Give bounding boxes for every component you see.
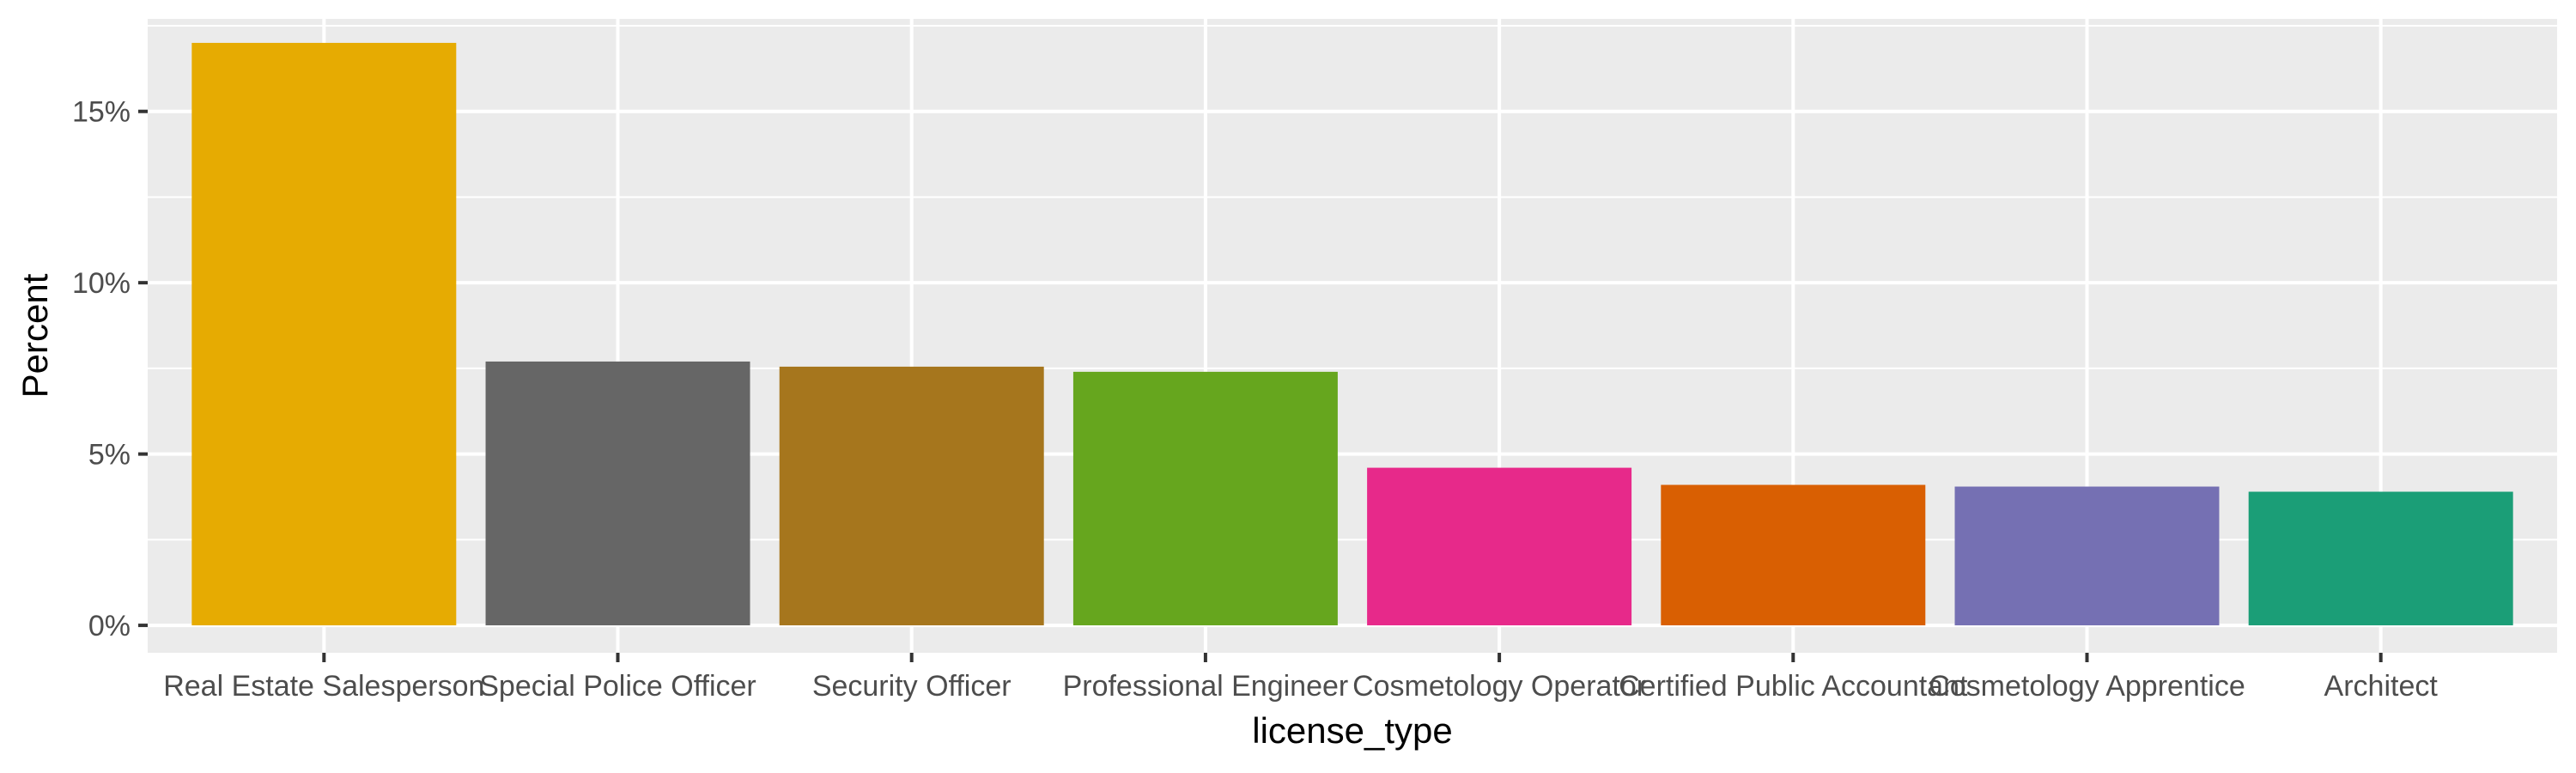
bar-5 [1367, 467, 1632, 626]
bars [191, 42, 2513, 626]
bar-3 [779, 366, 1044, 626]
x-tick-label: Real Estate Salesperson [163, 670, 484, 703]
x-tick-label: Cosmetology Operator [1352, 670, 1646, 703]
x-tick-label: Cosmetology Apprentice [1929, 670, 2245, 703]
y-tick-label: 0% [88, 610, 131, 642]
x-axis-title: license_type [1252, 710, 1452, 751]
x-tick-label: Architect [2324, 670, 2439, 703]
bar-8 [2248, 491, 2513, 626]
x-tick-label: Certified Public Accountant [1619, 670, 1968, 703]
y-axis: 0% 5% 10% 15% [72, 96, 148, 642]
y-tick-label: 5% [88, 439, 131, 472]
y-tick-label: 15% [72, 96, 131, 129]
bar-6 [1661, 484, 1926, 626]
bar-4 [1072, 371, 1338, 626]
bar-1 [191, 42, 457, 626]
y-axis-title: Percent [15, 273, 55, 398]
bar-7 [1954, 486, 2220, 626]
x-tick-label: Professional Engineer [1063, 670, 1349, 703]
bar-2 [485, 361, 750, 626]
x-tick-label: Special Police Officer [479, 670, 756, 703]
y-tick-label: 10% [72, 267, 131, 300]
x-tick-label: Security Officer [812, 670, 1012, 703]
